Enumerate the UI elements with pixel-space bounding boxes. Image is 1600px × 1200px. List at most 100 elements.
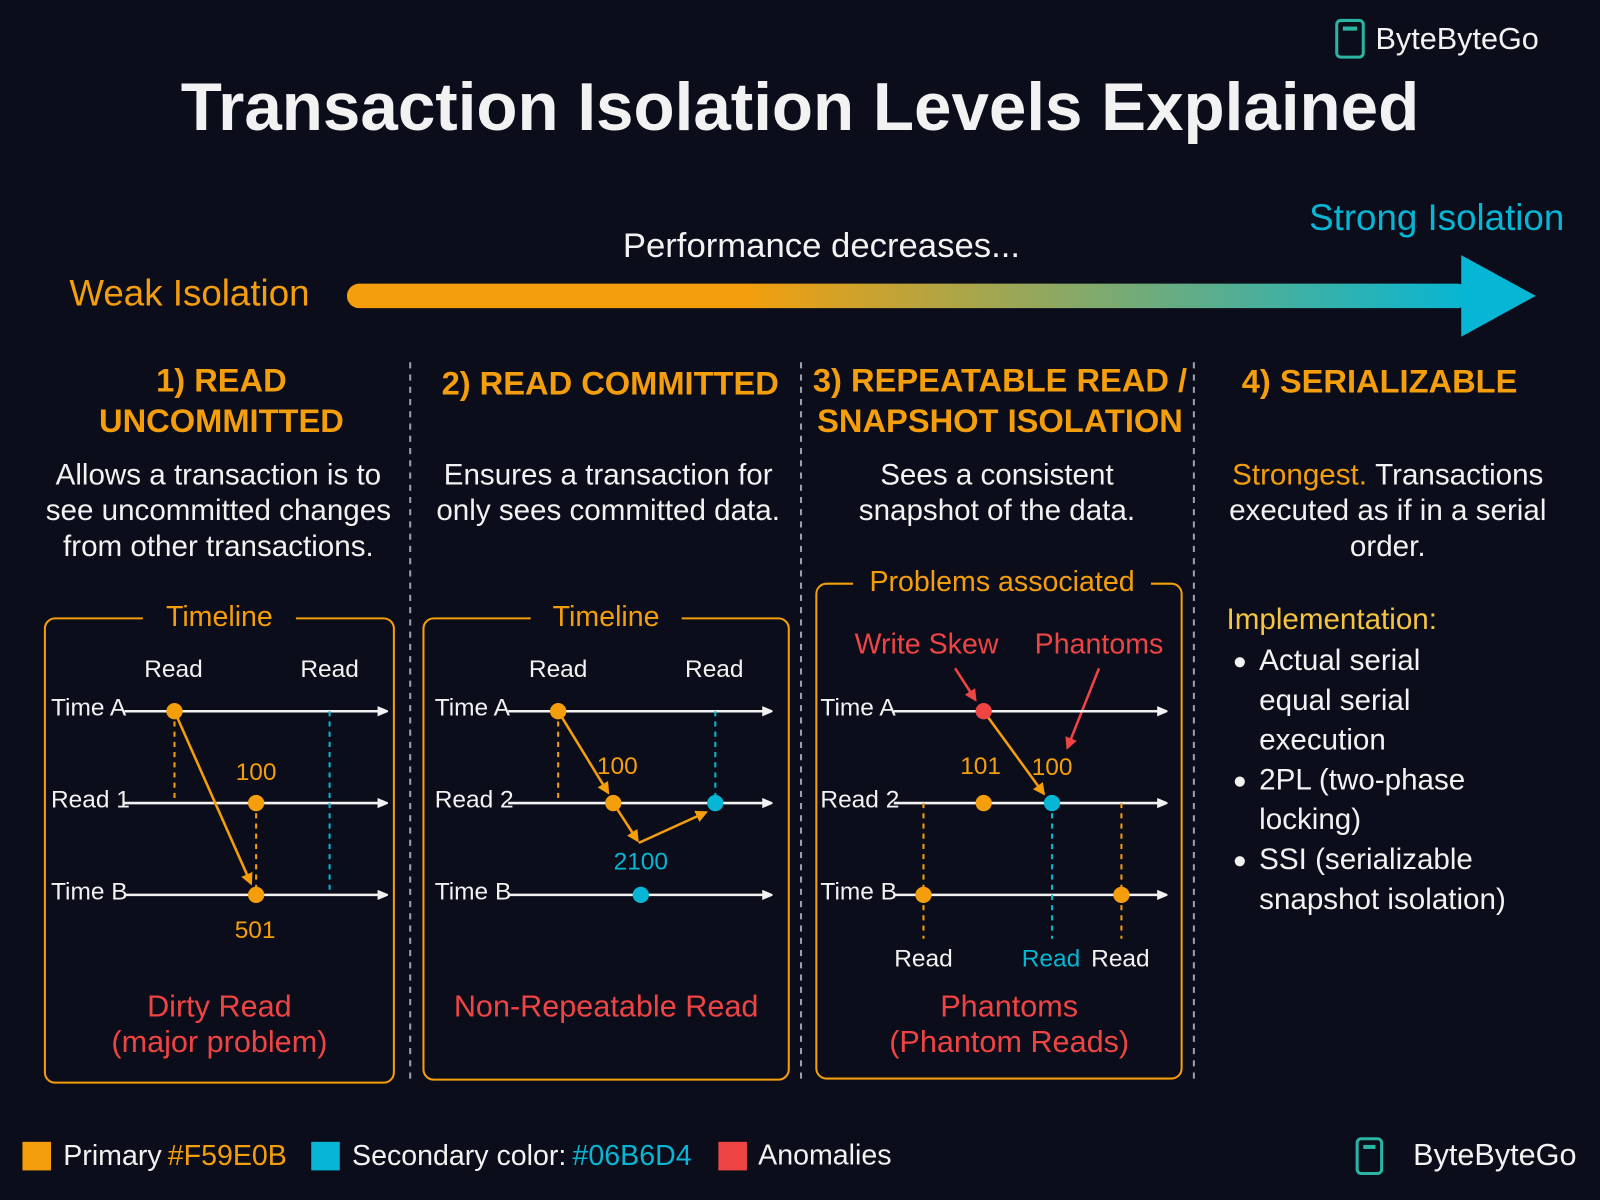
value-label: 100 bbox=[1032, 754, 1073, 781]
problem-label: Phantoms bbox=[1035, 628, 1164, 660]
highlight: Strongest. bbox=[1232, 458, 1367, 491]
implementation-item: SSI (serializable bbox=[1259, 843, 1473, 876]
anomaly: (Phantom Reads) bbox=[889, 1025, 1129, 1059]
pointer-arrow bbox=[954, 667, 977, 702]
row-label: Time B bbox=[820, 878, 897, 905]
event-dot bbox=[975, 794, 992, 812]
scale-caption: Performance decreases... bbox=[623, 227, 1020, 265]
scale-arrow bbox=[346, 283, 1470, 309]
level-description: Allows a transaction is to bbox=[56, 458, 382, 491]
bullet bbox=[1234, 657, 1245, 668]
event-dot bbox=[166, 703, 183, 720]
legend-swatch bbox=[22, 1141, 52, 1171]
anomaly: (major problem) bbox=[111, 1025, 327, 1059]
flow-arrow bbox=[638, 810, 708, 845]
footer-brand: ByteByteGo bbox=[1413, 1138, 1576, 1172]
legend-entry: Primary #F59E0B bbox=[63, 1140, 287, 1172]
level-description: snapshot of the data. bbox=[859, 494, 1135, 527]
level-description: see uncommitted changes bbox=[46, 494, 391, 527]
row-label: Read 2 bbox=[820, 786, 899, 813]
row-label: Time A bbox=[51, 695, 127, 722]
event-dot bbox=[707, 794, 724, 812]
level-description: Sees a consistent bbox=[880, 458, 1113, 491]
row-label: Read 1 bbox=[51, 786, 130, 813]
flow-arrow bbox=[173, 710, 253, 886]
value-label: 100 bbox=[597, 753, 638, 780]
brand: ByteByteGo bbox=[1376, 22, 1539, 56]
row-label: Time B bbox=[435, 878, 512, 905]
anomaly: Phantoms bbox=[940, 989, 1078, 1023]
panel-label-bg bbox=[853, 567, 1152, 598]
legend-label: Anomalies bbox=[758, 1140, 891, 1172]
value-label: 100 bbox=[236, 759, 277, 786]
weak-label: Weak Isolation bbox=[69, 273, 309, 314]
event-dot bbox=[247, 794, 265, 812]
level-description: order. bbox=[1350, 530, 1426, 563]
event-dot bbox=[975, 703, 992, 720]
strong-label: Strong Isolation bbox=[1309, 197, 1564, 238]
implementation-item: locking) bbox=[1259, 803, 1361, 836]
event-label: Read bbox=[529, 656, 588, 683]
event-dot bbox=[247, 886, 265, 904]
level-description: Ensures a transaction for bbox=[444, 458, 773, 491]
level-heading: SNAPSHOT ISOLATION bbox=[817, 402, 1183, 439]
level-description: executed as if in a serial bbox=[1229, 494, 1546, 527]
legend-code: #06B6D4 bbox=[573, 1140, 692, 1172]
level-heading: 4) SERIALIZABLE bbox=[1242, 362, 1518, 399]
event-label: Read bbox=[300, 656, 359, 683]
legend-label: Secondary color: bbox=[352, 1140, 566, 1172]
panel-label: Timeline bbox=[166, 601, 273, 633]
event-dot bbox=[1043, 794, 1061, 812]
event-dot bbox=[632, 886, 649, 904]
bullet bbox=[1234, 776, 1245, 787]
event-dot bbox=[1113, 886, 1130, 904]
panel-label-bg bbox=[530, 602, 682, 633]
legend-label: Primary bbox=[63, 1140, 162, 1172]
event-label: Read bbox=[685, 656, 744, 683]
panel-label: Problems associated bbox=[869, 566, 1134, 598]
title: Transaction Isolation Levels Explained bbox=[181, 70, 1419, 145]
legend-swatch bbox=[311, 1141, 340, 1171]
level-description: from other transactions. bbox=[63, 530, 374, 563]
footer-logo bbox=[1355, 1137, 1384, 1175]
flow-arrow bbox=[982, 710, 1046, 796]
panel-label: Timeline bbox=[553, 601, 660, 633]
level-heading: UNCOMMITTED bbox=[99, 402, 344, 439]
anomaly: Non-Repeatable Read bbox=[454, 989, 759, 1023]
event-label: Read bbox=[1022, 946, 1081, 973]
panel-label-bg bbox=[142, 602, 296, 633]
legend-code: #F59E0B bbox=[168, 1140, 287, 1172]
level-description: Strongest. Transactions bbox=[1232, 458, 1543, 491]
implementation-item: snapshot isolation) bbox=[1259, 883, 1506, 916]
level-heading: 2) READ COMMITTED bbox=[442, 364, 779, 401]
row-label: Time A bbox=[820, 695, 896, 722]
implementation-item: equal serial bbox=[1259, 684, 1410, 717]
event-label: Read bbox=[1091, 946, 1150, 973]
event-dot bbox=[915, 886, 932, 904]
row-label: Time A bbox=[435, 695, 511, 722]
implementation-item: 2PL (two-phase bbox=[1259, 763, 1465, 796]
implementation-label: Implementation: bbox=[1227, 603, 1437, 636]
event-label: Read bbox=[144, 656, 203, 683]
implementation-item: Actual serial bbox=[1259, 644, 1420, 677]
level-description: only sees committed data. bbox=[436, 494, 780, 527]
event-dot bbox=[605, 794, 622, 812]
value-label: 101 bbox=[960, 753, 1001, 780]
pointer-arrow bbox=[1065, 667, 1101, 750]
implementation-item: execution bbox=[1259, 724, 1386, 757]
description-text: Transactions bbox=[1375, 458, 1543, 491]
level-heading: 1) READ bbox=[156, 361, 287, 398]
event-label: Read bbox=[894, 946, 953, 973]
row-label: Read 2 bbox=[435, 786, 514, 813]
flow-arrow bbox=[557, 710, 610, 795]
legend-entry: Secondary color: #06B6D4 bbox=[352, 1140, 692, 1172]
value-label: 2100 bbox=[614, 849, 668, 876]
row-label: Time B bbox=[51, 878, 128, 905]
event-dot bbox=[550, 703, 567, 720]
level-heading: 3) REPEATABLE READ / bbox=[813, 361, 1187, 398]
value-label: 501 bbox=[235, 917, 276, 944]
legend-swatch bbox=[718, 1141, 747, 1171]
